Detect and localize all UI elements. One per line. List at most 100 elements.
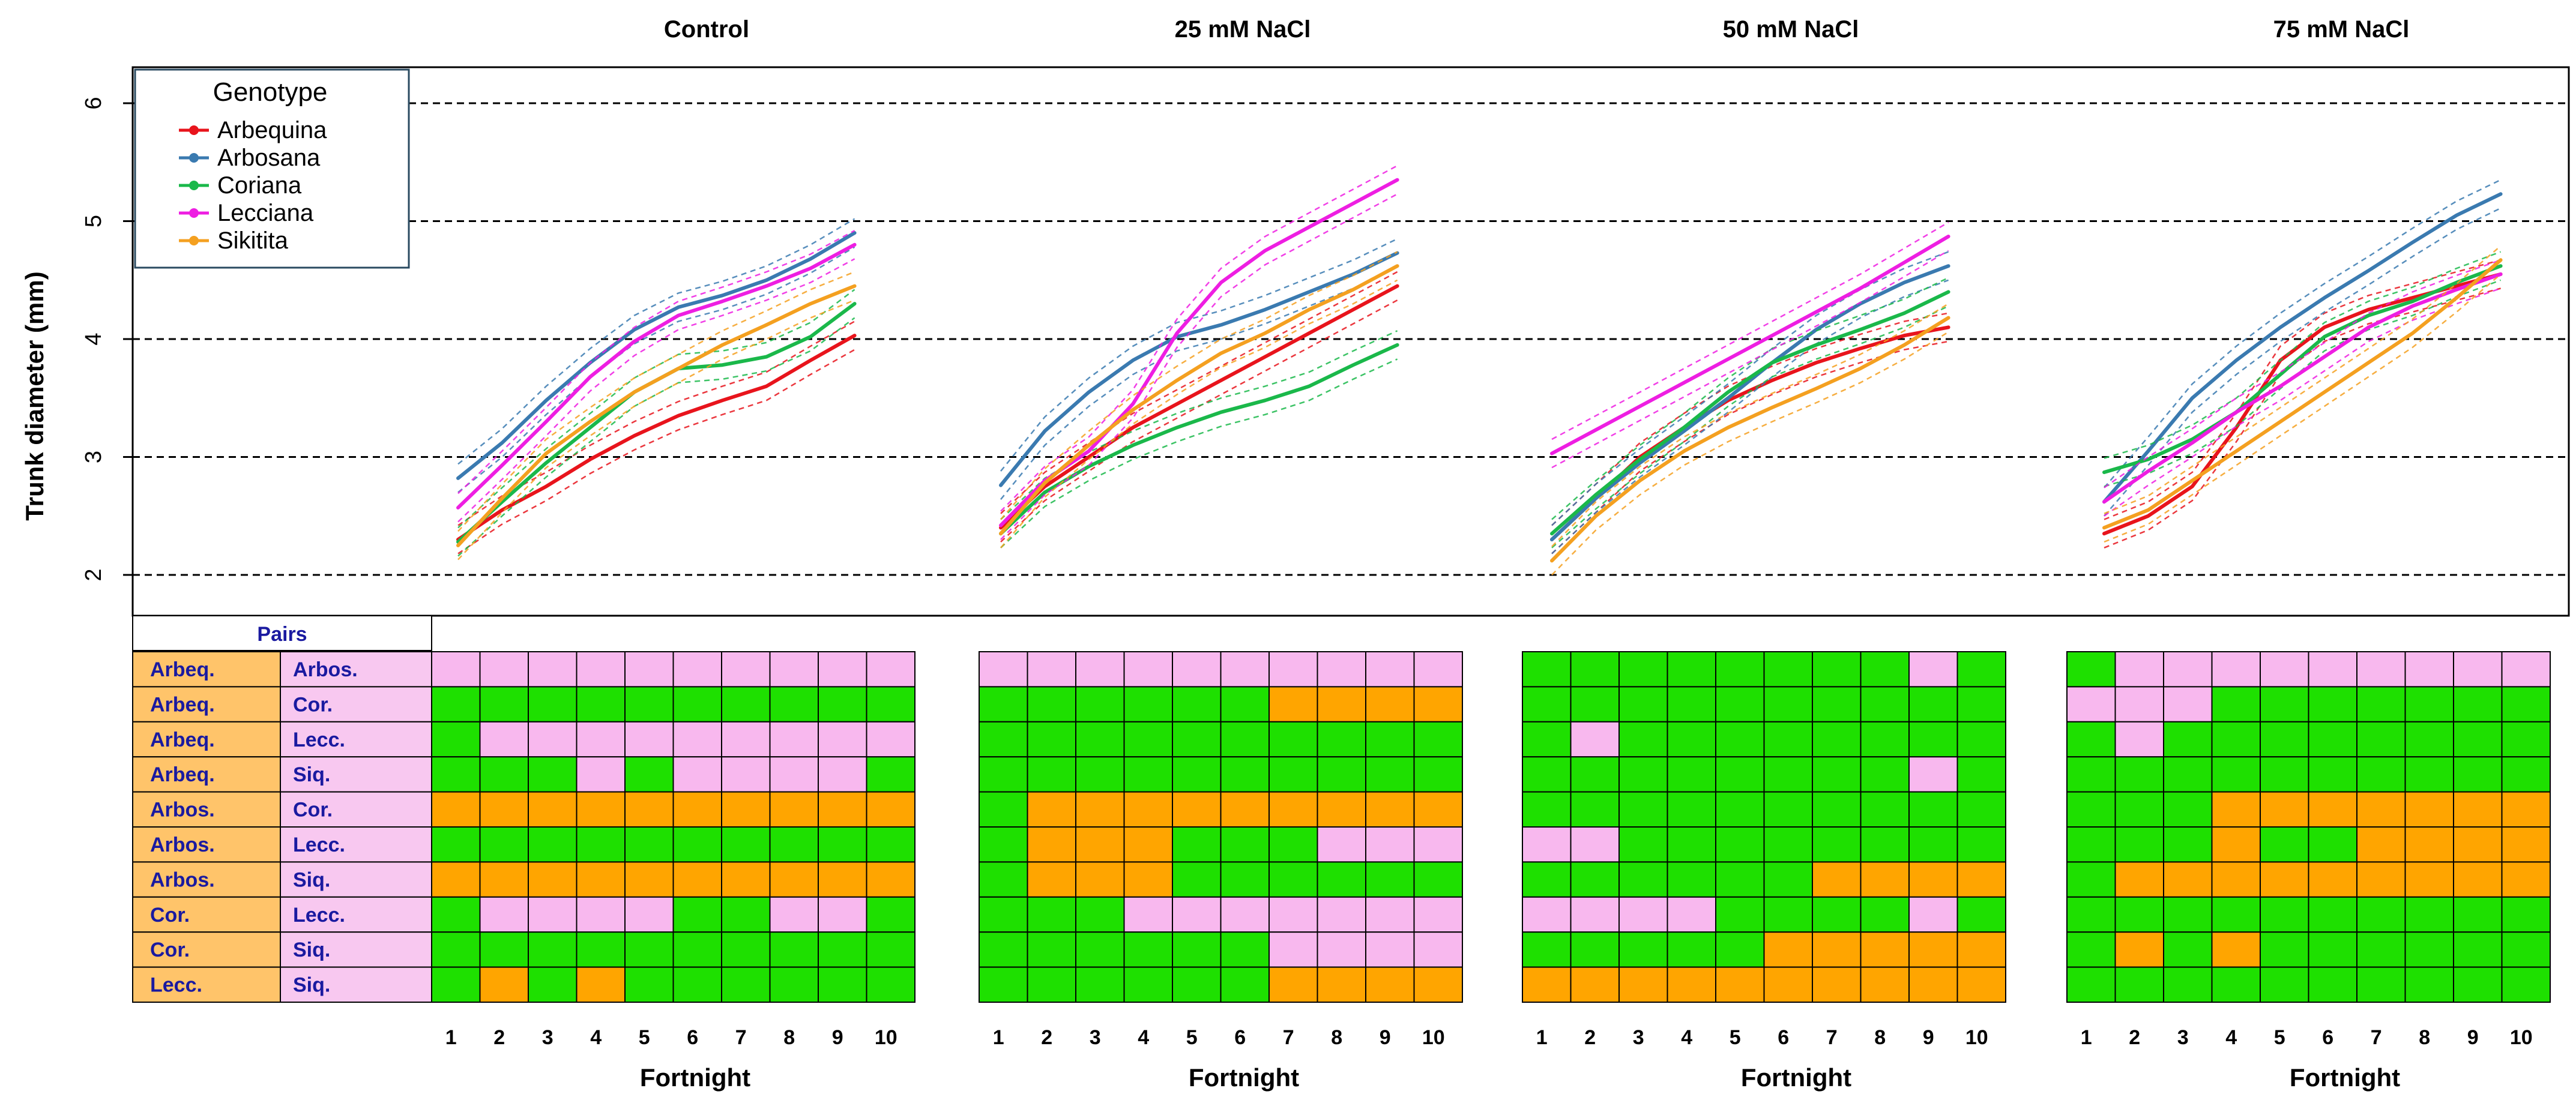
sig-cell — [1570, 651, 1620, 688]
sig-cell — [1123, 686, 1173, 723]
sig-cell — [1075, 721, 1125, 758]
sig-cell — [1172, 826, 1222, 863]
pair-cell-a — [132, 896, 281, 933]
sig-cell — [1123, 896, 1173, 933]
ci-upper-coriana — [1551, 277, 1949, 520]
sig-cell — [2308, 826, 2357, 863]
sig-cell — [1522, 861, 1572, 898]
sig-cell — [2501, 791, 2551, 828]
ci-upper-coriana — [1000, 330, 1398, 520]
sig-cell — [2501, 896, 2551, 933]
x-tick-label: 5 — [639, 1026, 650, 1049]
sig-cell — [1956, 756, 2006, 793]
sig-cell — [479, 651, 529, 688]
sig-cell — [672, 686, 722, 723]
sig-cell — [1667, 756, 1716, 793]
sig-cell — [2453, 651, 2503, 688]
ci-lower-arbosana — [2104, 207, 2502, 517]
ci-upper-arbosana — [457, 218, 855, 465]
ci-lower-sikitita — [1000, 279, 1398, 548]
sig-cell — [1812, 896, 1862, 933]
sig-cell — [2453, 686, 2503, 723]
sig-cell — [1908, 826, 1958, 863]
sig-cell — [721, 791, 771, 828]
sig-cell — [2163, 756, 2213, 793]
pair-cell-b — [280, 686, 432, 723]
sig-cell — [2114, 756, 2164, 793]
sig-cell — [2211, 861, 2261, 898]
sig-cell — [1570, 791, 1620, 828]
sig-cell — [2260, 826, 2309, 863]
ci-lower-lecciana — [1000, 193, 1398, 540]
y-axis-ticks: 2 3 4 5 6 — [81, 97, 133, 582]
sig-cell — [2114, 861, 2164, 898]
sig-cell — [576, 791, 626, 828]
pair-label-b: Cor. — [293, 799, 333, 822]
sig-cell — [2404, 686, 2454, 723]
ci-upper-lecciana — [457, 230, 855, 494]
sig-cell — [2404, 826, 2454, 863]
sig-cell — [1317, 791, 1366, 828]
sig-cell — [2308, 721, 2357, 758]
ci-upper-sikitita — [1551, 303, 1949, 547]
x-axis-label-25mm: Fortnight — [1189, 1063, 1299, 1092]
sig-cell — [624, 651, 674, 688]
sig-cell — [818, 861, 867, 898]
sig-cell — [1268, 721, 1318, 758]
sig-cell — [624, 966, 674, 1003]
sig-cell — [2163, 966, 2213, 1003]
sig-cell — [1365, 686, 1415, 723]
sig-cell — [979, 651, 1028, 688]
sig-cell — [866, 826, 915, 863]
sig-cell — [1172, 896, 1222, 933]
sig-cell — [2163, 826, 2213, 863]
pair-label-a: Lecc. — [150, 974, 202, 997]
sig-cell — [1667, 686, 1716, 723]
sig-cell — [2211, 931, 2261, 968]
sig-cell — [1172, 931, 1222, 968]
x-tick-label: 6 — [2322, 1026, 2333, 1049]
sig-cell — [2308, 651, 2357, 688]
sig-cell — [1075, 686, 1125, 723]
sig-cell — [1763, 791, 1813, 828]
sig-cell — [1618, 686, 1668, 723]
sig-cell — [1365, 826, 1415, 863]
x-tick-label: 1 — [993, 1026, 1004, 1049]
x-tick-label: 5 — [1730, 1026, 1741, 1049]
sig-cell — [528, 791, 578, 828]
sig-cell — [818, 791, 867, 828]
sig-cell — [1956, 721, 2006, 758]
sig-cell — [528, 931, 578, 968]
x-tick-label: 7 — [1826, 1026, 1838, 1049]
sig-cell — [769, 791, 819, 828]
sig-cell — [2114, 686, 2164, 723]
sig-cell — [2404, 791, 2454, 828]
sig-cell — [624, 686, 674, 723]
legend-label-arbosana: Arbosana — [217, 145, 321, 171]
ci-lower-sikitita — [2104, 273, 2502, 543]
sig-cell — [1812, 686, 1862, 723]
sig-cell — [1172, 686, 1222, 723]
sig-cell — [866, 756, 915, 793]
pair-cell-a — [132, 686, 281, 723]
sig-cell — [2453, 896, 2503, 933]
pair-label-b: Lecc. — [293, 904, 345, 927]
sig-cell — [1763, 931, 1813, 968]
pair-label-b: Siq. — [293, 974, 330, 997]
sig-cell — [2308, 966, 2357, 1003]
sig-cell — [528, 896, 578, 933]
sig-cell — [1413, 826, 1463, 863]
sig-cell — [1268, 861, 1318, 898]
sig-cell — [1908, 721, 1958, 758]
series-line-arbosana — [2102, 192, 2503, 504]
sig-cell — [1860, 791, 1910, 828]
sig-cell — [2066, 651, 2116, 688]
x-tick-label: 10 — [2510, 1026, 2533, 1049]
sig-cell — [1413, 896, 1463, 933]
sig-cell — [818, 721, 867, 758]
sig-cell — [1522, 931, 1572, 968]
y-tick-label: 3 — [81, 451, 106, 463]
sig-cell — [1522, 791, 1572, 828]
sig-cell — [2114, 826, 2164, 863]
sig-cell — [431, 721, 481, 758]
